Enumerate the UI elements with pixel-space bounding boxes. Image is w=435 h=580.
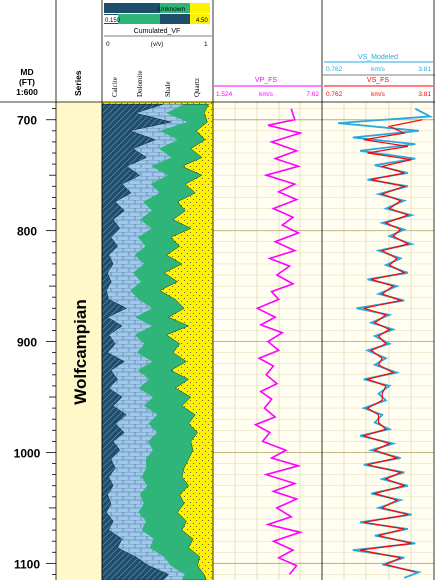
lith-scale-green bbox=[118, 14, 160, 24]
series-label: Series bbox=[73, 70, 83, 96]
cum-unit: (v/v) bbox=[151, 41, 164, 48]
lithology-name-labels: Calcite Dolomite Shale Quartz bbox=[111, 71, 201, 97]
vs-modeled-unit: km/s bbox=[371, 66, 385, 73]
vp-max-value: 7.62 bbox=[306, 91, 319, 98]
md-label-line3: 1:600 bbox=[16, 87, 38, 97]
vs-fs-name: VS_FS bbox=[367, 77, 390, 84]
lith-min-box bbox=[104, 15, 118, 23]
vs-fs-unit: km/s bbox=[371, 91, 385, 98]
lith-legend-yellow bbox=[190, 3, 210, 13]
vp-curve-name: VP_FS bbox=[255, 77, 278, 84]
lith-unknown-label: Unknown bbox=[158, 6, 185, 13]
dolomite-fill bbox=[101, 103, 171, 580]
vs-modeled-max: 3.81 bbox=[418, 66, 431, 73]
vp-unit: km/s bbox=[259, 91, 273, 98]
lith-name-dolomite: Dolomite bbox=[136, 71, 144, 97]
cum-min-value: 0 bbox=[106, 41, 110, 48]
md-label-line1: MD bbox=[20, 67, 33, 77]
lith-name-calcite: Calcite bbox=[111, 77, 119, 97]
lith-legend-dark bbox=[104, 3, 210, 13]
md-label-line2: (FT) bbox=[19, 77, 35, 87]
lith-name-shale: Shale bbox=[164, 81, 172, 97]
vp-fs-curve bbox=[253, 108, 304, 575]
vs-fs-max: 3.81 bbox=[418, 91, 431, 98]
vs-modeled-name: VS_Modeled bbox=[358, 54, 398, 61]
depth-label-1000: 1000 bbox=[14, 447, 41, 461]
cum-max-value: 1 bbox=[204, 41, 208, 48]
lith-name-quartz: Quartz bbox=[193, 78, 201, 97]
lith-min-value: 0.150 bbox=[105, 18, 121, 24]
vs-modeled-curve bbox=[338, 107, 434, 579]
vp-min-value: 1.524 bbox=[216, 91, 233, 98]
calcite-overlay bbox=[102, 104, 188, 580]
depth-label-800: 800 bbox=[17, 225, 37, 239]
depth-label-900: 900 bbox=[17, 336, 37, 350]
lith-scale-yellow bbox=[190, 14, 210, 24]
vs-modeled-min: 0.762 bbox=[326, 66, 343, 73]
depth-label-1100: 1100 bbox=[14, 557, 40, 571]
vs-fs-curve bbox=[359, 119, 423, 573]
lithology-track bbox=[101, 102, 213, 580]
lith-legend-green bbox=[160, 3, 190, 13]
depth-axis: 700 800 900 1000 1100 bbox=[14, 108, 56, 575]
cumulated-vf-title: Cumulated_VF bbox=[134, 28, 181, 35]
lith-max-value: 4.50 bbox=[196, 18, 208, 24]
formation-label: Wolfcampian bbox=[71, 299, 90, 404]
depth-label-700: 700 bbox=[17, 114, 37, 128]
series-column bbox=[56, 102, 102, 580]
header-background bbox=[0, 0, 435, 102]
vs-fs-min: 0.762 bbox=[326, 91, 343, 98]
